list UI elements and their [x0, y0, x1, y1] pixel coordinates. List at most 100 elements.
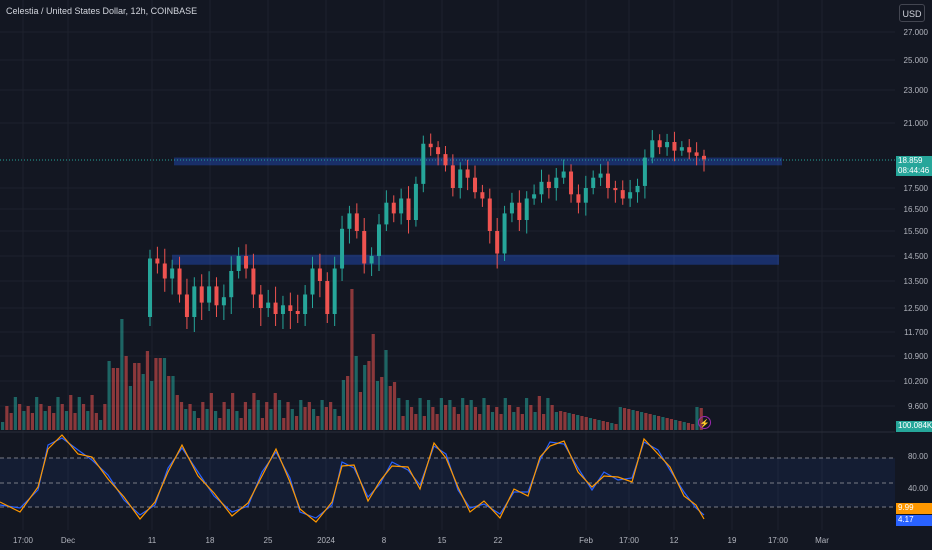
volume-bar — [503, 398, 507, 430]
price-label: 9.600 — [907, 402, 928, 411]
candle-body — [517, 202, 522, 220]
volume-bar — [188, 404, 192, 430]
volume-bar — [324, 407, 328, 430]
volume-bar — [524, 398, 529, 430]
volume-bar — [162, 358, 167, 430]
volume-bar — [192, 411, 196, 430]
candle-body — [628, 192, 633, 199]
candle-body — [694, 152, 699, 156]
volume-bar — [657, 416, 661, 430]
volume-bar — [478, 414, 482, 430]
price-label: 27.000 — [903, 28, 928, 37]
lightning-icon[interactable]: ⚡ — [698, 416, 711, 429]
candle-body — [192, 286, 197, 317]
volume-bar — [137, 363, 141, 430]
candle-body — [443, 154, 448, 166]
resistance-zone — [174, 157, 782, 166]
volume-bar — [5, 406, 9, 430]
volume-bar — [640, 412, 644, 430]
time-label: 12 — [669, 536, 679, 545]
candle-body — [428, 143, 433, 148]
volume-bar — [333, 409, 337, 430]
candle-body — [687, 147, 692, 153]
volume-bar — [290, 409, 294, 430]
volume-bar — [265, 402, 269, 430]
volume-bar — [435, 414, 439, 430]
volume-bar — [81, 404, 86, 430]
candle-body — [613, 188, 618, 191]
candle-body — [502, 213, 507, 254]
volume-bar — [495, 407, 499, 430]
volume-bar — [375, 381, 380, 430]
price-label: 14.500 — [903, 252, 928, 261]
volume-bar — [682, 422, 686, 430]
volume-bar — [1, 422, 5, 430]
stoch-d-line — [0, 434, 705, 523]
candle-body — [391, 202, 396, 214]
volume-bar — [294, 416, 299, 430]
volume-bar — [154, 358, 158, 430]
candle-body — [266, 302, 271, 308]
volume-bar — [98, 420, 103, 430]
volume-bar — [686, 423, 691, 430]
volume-bar — [584, 417, 588, 430]
candle-body — [598, 173, 603, 178]
volume-bar — [401, 416, 405, 430]
volume-bar — [567, 413, 571, 430]
time-label: 18 — [205, 536, 215, 545]
volume-bar — [691, 424, 695, 430]
volume-tag: 100.084K — [896, 421, 932, 432]
volume-bar — [490, 412, 495, 430]
volume-bar — [277, 400, 282, 430]
price-label: 23.000 — [903, 86, 928, 95]
candle-body — [473, 177, 478, 193]
candle-body — [561, 171, 566, 178]
volume-bar — [286, 402, 290, 430]
volume-bar — [614, 424, 618, 430]
volume-bar — [150, 381, 154, 430]
volume-bar — [546, 398, 550, 430]
volume-bar — [601, 421, 605, 430]
stoch-level-label: 40.00 — [907, 484, 928, 493]
volume-bar — [405, 400, 409, 430]
price-label: 17.500 — [903, 184, 928, 193]
volume-bar — [171, 376, 175, 430]
volume-bar — [593, 419, 597, 430]
time-label: 11 — [147, 536, 157, 545]
price-label: 11.700 — [904, 328, 928, 337]
candle-body — [657, 140, 662, 148]
symbol-title[interactable]: Celestia / United States Dollar, 12h, CO… — [6, 6, 198, 16]
time-label: 15 — [437, 536, 447, 545]
candlesticks — [148, 130, 706, 332]
candle-body — [162, 263, 167, 279]
candle-body — [354, 213, 359, 231]
candle-body — [665, 142, 670, 148]
volume-bar — [30, 413, 35, 430]
volume-bar — [427, 400, 431, 430]
volume-bar — [90, 395, 94, 430]
volume-bar — [669, 419, 674, 430]
candle-body — [280, 305, 285, 314]
volume-bar — [86, 411, 90, 430]
candle-body — [310, 268, 315, 295]
volume-bar — [695, 407, 699, 430]
currency-button[interactable]: USD — [899, 4, 925, 22]
volume-bar — [311, 409, 316, 430]
price-label: 10.900 — [903, 352, 928, 361]
candle-body — [288, 305, 293, 311]
candle-body — [436, 147, 441, 155]
volume-bar — [209, 393, 213, 430]
candle-body — [229, 271, 234, 298]
candle-body — [303, 294, 308, 314]
candle-body — [635, 185, 640, 193]
volume-bar — [252, 393, 256, 430]
stochastic-rsi-pane — [0, 434, 895, 523]
volume-bar — [205, 409, 209, 430]
volume-bar — [486, 405, 490, 430]
volume-bar — [133, 363, 137, 430]
candle-body — [317, 268, 322, 281]
volume-bar — [627, 409, 631, 430]
stoch-d-tag: 4.17 — [896, 515, 932, 526]
volume-bar — [392, 382, 397, 430]
